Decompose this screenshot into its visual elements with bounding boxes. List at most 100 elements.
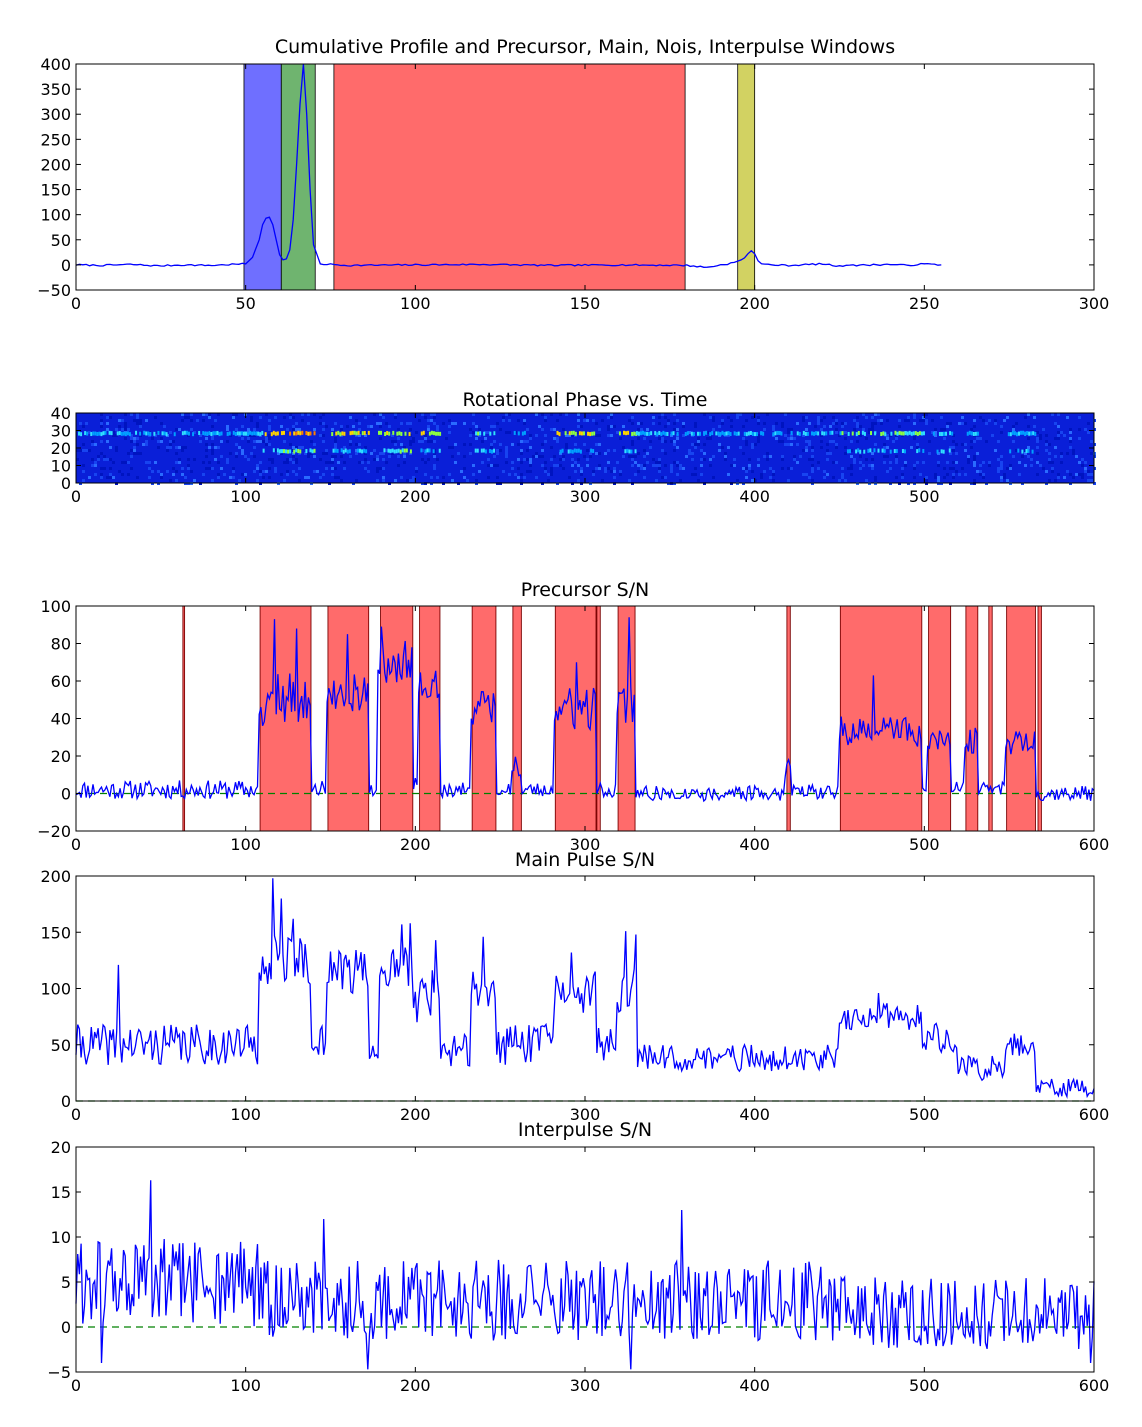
heatmap-cell [272,448,275,453]
heatmap-noise-cell [448,425,451,428]
heatmap-noise-cell [880,422,883,425]
heatmap-cell [108,430,111,435]
x-tick-label: 200 [739,294,770,313]
heatmap-noise-cell [745,467,748,470]
x-tick-label: 50 [235,294,255,313]
heatmap-noise-cell [535,452,538,455]
heatmap-noise-cell [832,461,835,464]
heatmap-noise-cell [700,458,703,461]
heatmap-cell [428,431,431,436]
heatmap-noise-cell [805,449,808,452]
heatmap-noise-cell [985,422,988,425]
heatmap-cell [521,431,524,436]
heatmap-noise-cell [604,467,607,470]
heatmap-noise-cell [595,467,598,470]
heatmap-cell [276,431,279,436]
y-tick-label: 0 [61,474,71,493]
heatmap-noise-cell [136,437,139,440]
heatmap-noise-cell [649,440,652,443]
heatmap-noise-cell [544,419,547,422]
heatmap-cell [118,431,121,436]
heatmap-noise-cell [1012,440,1015,443]
heatmap-noise-cell [148,461,151,464]
heatmap-noise-cell [574,461,577,464]
heatmap-noise-cell [310,440,313,443]
heatmap-noise-cell [253,428,256,431]
heatmap-noise-cell [850,455,853,458]
heatmap-noise-cell [829,452,832,455]
heatmap-noise-cell [643,437,646,440]
heatmap-noise-cell [907,419,910,422]
heatmap-noise-cell [694,446,697,449]
heatmap-noise-cell [526,440,529,443]
heatmap-noise-cell [247,428,250,431]
heatmap-cell [855,432,858,437]
heatmap-noise-cell [136,419,139,422]
heatmap-noise-cell [637,428,640,431]
heatmap-noise-cell [508,473,511,476]
heatmap-noise-cell [565,443,568,446]
heatmap-noise-cell [973,479,976,482]
heatmap-noise-cell [364,467,367,470]
heatmap-noise-cell [487,458,490,461]
heatmap-noise-cell [313,443,316,446]
heatmap-noise-cell [664,452,667,455]
heatmap-noise-cell [427,458,430,461]
heatmap-cell [920,431,923,436]
heatmap-noise-cell [706,431,709,434]
heatmap-noise-cell [1000,455,1003,458]
heatmap-noise-cell [1036,452,1039,455]
heatmap-noise-cell [502,470,505,473]
heatmap-noise-cell [853,419,856,422]
heatmap-noise-cell [190,428,193,431]
heatmap-cell [395,449,398,454]
heatmap-noise-cell [199,440,202,443]
heatmap-cell [147,431,150,436]
y-tick-label: 0 [61,256,71,275]
heatmap-cell [493,431,496,436]
heatmap-cell [976,431,979,436]
heatmap-noise-cell [691,473,694,476]
heatmap-noise-cell [577,431,580,434]
heatmap-noise-cell [454,422,457,425]
heatmap-noise-cell [733,458,736,461]
heatmap-noise-cell [391,452,394,455]
x-tick-label: 400 [739,1105,770,1124]
heatmap-noise-cell [712,476,715,479]
heatmap-noise-cell [742,425,745,428]
heatmap-cell [904,431,907,436]
heatmap-noise-cell [268,419,271,422]
heatmap-noise-cell [217,413,220,416]
heatmap-noise-cell [508,419,511,422]
heatmap-noise-cell [757,416,760,419]
heatmap-noise-cell [628,419,631,422]
heatmap-noise-cell [160,422,163,425]
heatmap-noise-cell [877,413,880,416]
heatmap-noise-cell [553,455,556,458]
heatmap-noise-cell [859,434,862,437]
heatmap-noise-cell [316,470,319,473]
heatmap-cell [670,431,673,436]
heatmap-noise-cell [91,440,94,443]
heatmap-noise-cell [874,443,877,446]
heatmap-noise-cell [583,455,586,458]
heatmap-cell [626,448,629,453]
heatmap-noise-cell [469,428,472,431]
heatmap-noise-cell [472,473,475,476]
heatmap-noise-cell [724,458,727,461]
heatmap-noise-cell [811,470,814,473]
heatmap-noise-cell [157,440,160,443]
heatmap-noise-cell [658,422,661,425]
heatmap-noise-cell [433,464,436,467]
heatmap-noise-cell [772,473,775,476]
heatmap-noise-cell [100,467,103,470]
heatmap-cell [523,430,526,435]
heatmap-cell [966,431,969,436]
heatmap-cell [282,430,285,435]
heatmap-noise-cell [712,416,715,419]
heatmap-noise-cell [577,419,580,422]
heatmap-cell [409,449,412,454]
heatmap-noise-cell [673,443,676,446]
heatmap-noise-cell [1066,470,1069,473]
precursor-sn-panel: Precursor S/N 0 100 200 300 400 500 600−200204… [37,579,1109,854]
